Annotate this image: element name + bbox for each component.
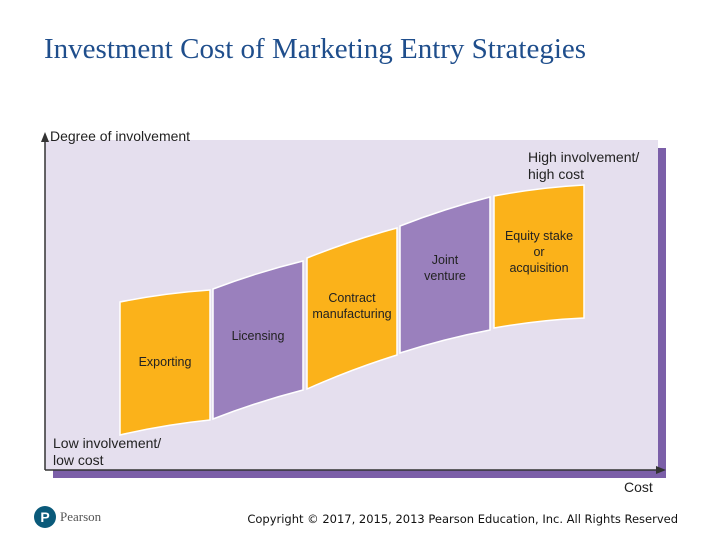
strategy-label-1: Exporting: [139, 355, 192, 369]
strategy-label-5: Equity stake or acquisition: [505, 229, 573, 275]
low-label-line-1: Low involvement/: [53, 435, 161, 451]
strategy-label-5-line-2: or: [533, 245, 544, 259]
strategy-label-4-line-1: Joint: [432, 253, 459, 267]
strategy-block-3: [306, 227, 398, 391]
y-axis-arrow: [41, 132, 49, 142]
high-label-line-2: high cost: [528, 166, 584, 182]
low-involvement-label: Low involvement/ low cost: [53, 435, 165, 468]
slide-title: Investment Cost of Marketing Entry Strat…: [44, 33, 587, 65]
footer: P Pearson Copyright © 2017, 2015, 2013 P…: [0, 500, 720, 540]
strategy-label-4: Joint venture: [424, 253, 466, 283]
strategy-label-2-line-1: Licensing: [232, 329, 285, 343]
pearson-logo-text: Pearson: [60, 509, 102, 524]
strategy-label-5-line-3: acquisition: [509, 261, 568, 275]
high-label-line-1: High involvement/: [528, 149, 639, 165]
strategy-label-3: Contract manufacturing: [312, 291, 391, 321]
x-axis-arrow: [656, 466, 666, 474]
strategy-block-4: [399, 196, 491, 355]
low-label-line-2: low cost: [53, 452, 104, 468]
entry-strategy-diagram: Degree of involvement Cost High involvem…: [41, 128, 666, 495]
strategy-label-1-line-1: Exporting: [139, 355, 192, 369]
strategy-label-4-line-2: venture: [424, 269, 466, 283]
y-axis-label: Degree of involvement: [50, 128, 190, 144]
strategy-label-3-line-1: Contract: [328, 291, 376, 305]
strategy-label-2: Licensing: [232, 329, 285, 343]
strategy-block-1: [119, 289, 211, 436]
pearson-logo-icon: P: [34, 506, 56, 528]
high-involvement-label: High involvement/ high cost: [528, 149, 643, 182]
strategy-label-5-line-1: Equity stake: [505, 229, 573, 243]
strategy-block-2: [212, 260, 304, 421]
strategy-blocks: Exporting Licensing Contract manufacturing J…: [119, 184, 585, 436]
copyright-text: Copyright © 2017, 2015, 2013 Pearson Edu…: [247, 512, 678, 526]
strategy-label-3-line-2: manufacturing: [312, 307, 391, 321]
x-axis-label: Cost: [624, 479, 653, 495]
strategy-block-5: [493, 184, 585, 329]
